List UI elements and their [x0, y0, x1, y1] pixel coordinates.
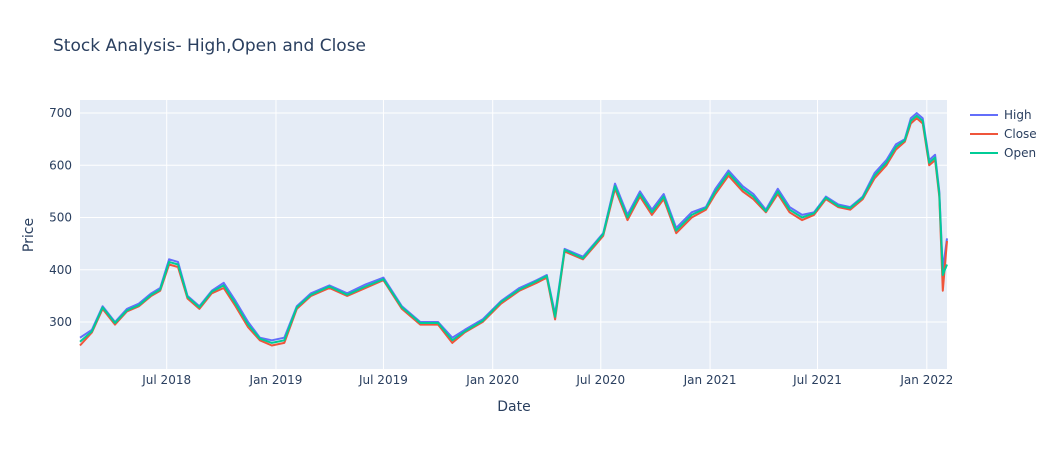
legend-label-open[interactable]: Open	[1004, 146, 1036, 160]
x-gridlines	[166, 100, 928, 369]
y-tick-label: 300	[49, 315, 72, 329]
x-tick-label: Jan 2022	[899, 373, 953, 387]
x-tick-label: Jul 2021	[792, 373, 842, 387]
plot-area	[80, 100, 947, 369]
legend-label-high[interactable]: High	[1004, 108, 1032, 122]
legend-label-close[interactable]: Close	[1004, 127, 1037, 141]
x-tick-label: Jan 2020	[465, 373, 519, 387]
x-axis-title: Date	[497, 399, 530, 415]
x-tick-label: Jan 2021	[683, 373, 737, 387]
x-tick-label: Jan 2019	[249, 373, 303, 387]
x-tick-label: Jul 2020	[575, 373, 625, 387]
x-tick-label: Jul 2019	[358, 373, 408, 387]
y-tick-label: 500	[49, 211, 72, 225]
y-gridlines	[80, 112, 947, 323]
chart-title: Stock Analysis- High,Open and Close	[53, 36, 366, 56]
legend: High Close Open	[970, 108, 1037, 160]
y-axis-title: Price	[21, 218, 37, 252]
y-tick-labels: 300 400 500 600 700	[49, 106, 72, 329]
y-tick-label: 400	[49, 263, 72, 277]
x-tick-label: Jul 2018	[141, 373, 191, 387]
x-tick-labels: Jul 2018 Jan 2019 Jul 2019 Jan 2020 Jul 2020…	[141, 373, 953, 387]
y-tick-label: 700	[49, 106, 72, 120]
series-line-open	[79, 114, 948, 344]
series-layer	[79, 112, 948, 347]
y-tick-label: 600	[49, 158, 72, 172]
